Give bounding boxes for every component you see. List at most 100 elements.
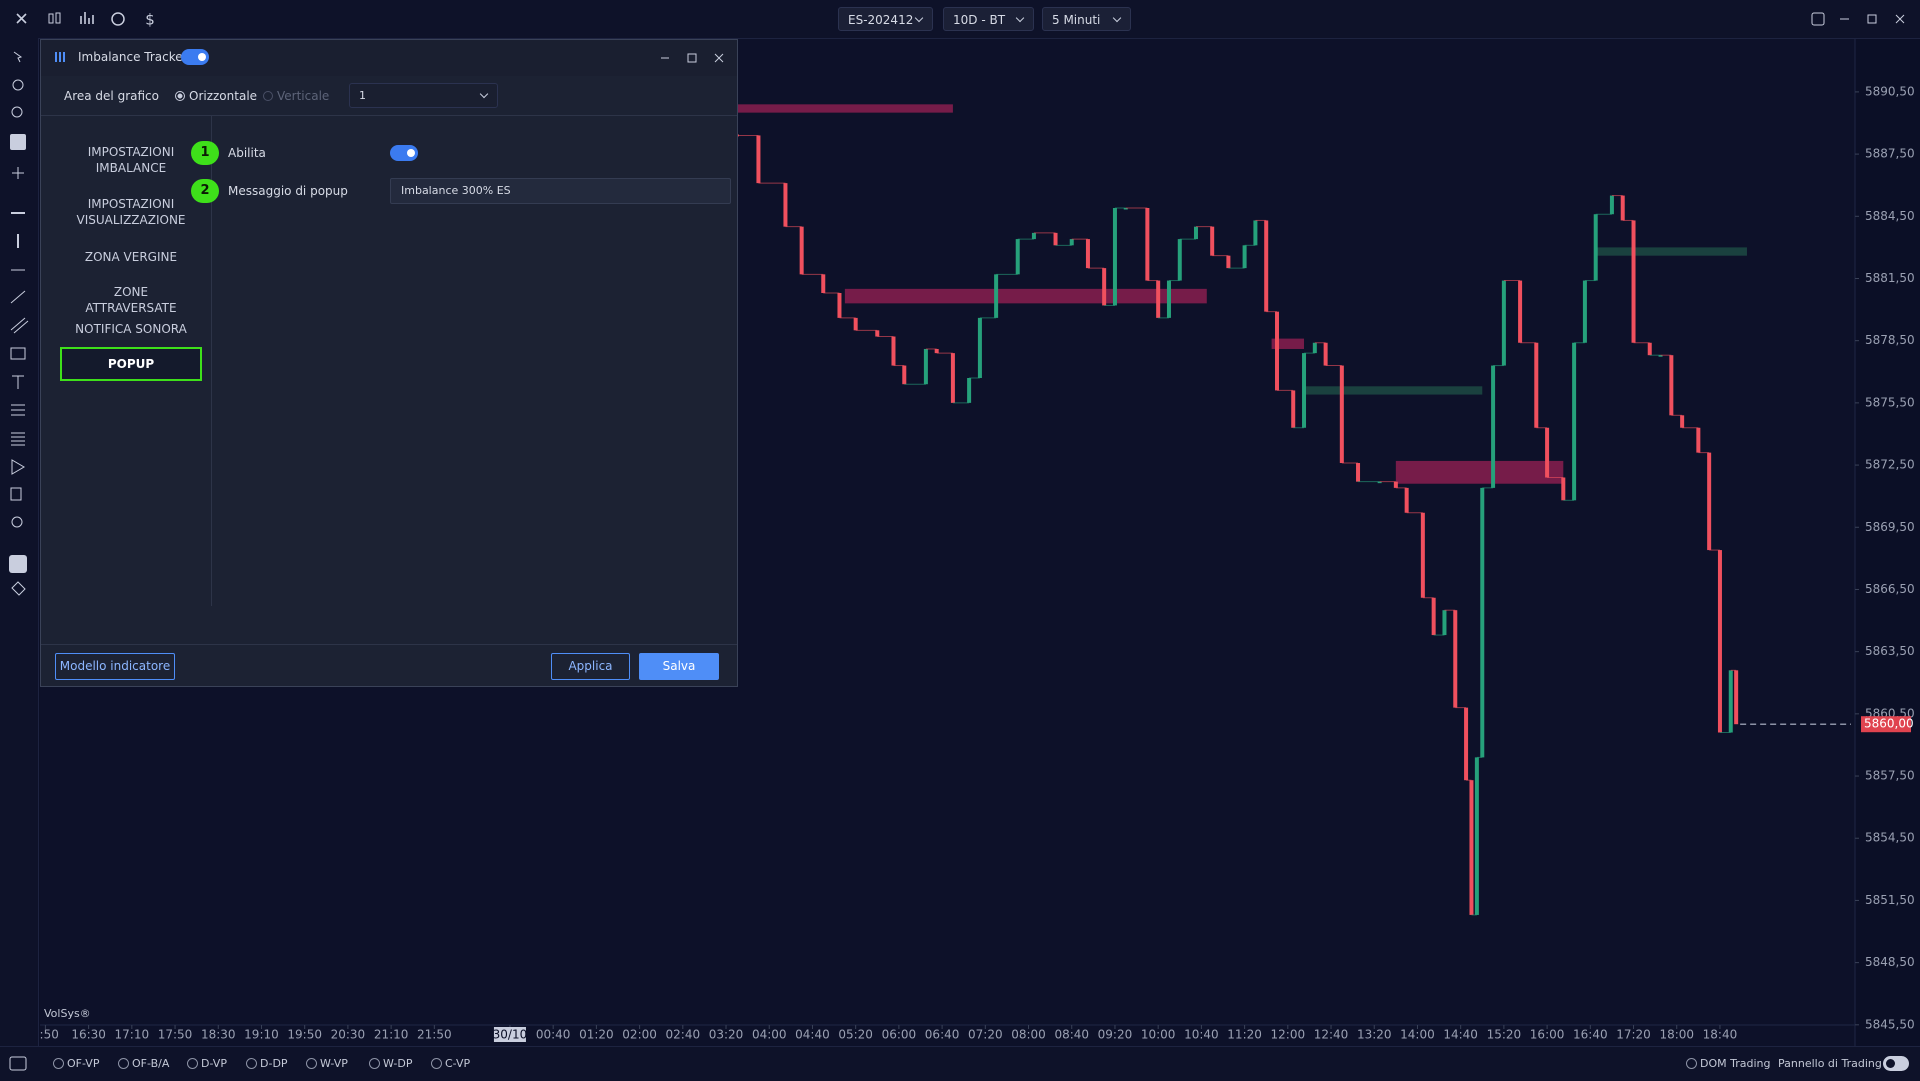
dialog-maximize[interactable]: [687, 53, 697, 63]
menu-item[interactable]: POPUP: [60, 347, 202, 381]
indicator-toggle[interactable]: OF-B/A: [118, 1057, 169, 1070]
x-tick-label: 14:40: [1443, 1028, 1478, 1042]
x-tick-label: 12:00: [1271, 1028, 1306, 1042]
x-tick-label: 08:00: [1011, 1028, 1046, 1042]
candle: [1545, 427, 1550, 478]
x-tick-label: 13:20: [1357, 1028, 1392, 1042]
x-tick-label: 19:50: [287, 1028, 322, 1042]
currency-icon[interactable]: $: [145, 11, 155, 29]
indicator-toggle[interactable]: C-VP: [431, 1057, 470, 1070]
menu-item[interactable]: IMPOSTAZIONI VISUALIZZAZIONE: [76, 197, 186, 227]
candle: [1647, 342, 1652, 356]
indicator-toggle[interactable]: [181, 49, 209, 65]
candle: [1123, 207, 1128, 210]
fib-tool[interactable]: [11, 404, 25, 416]
menu-item[interactable]: ZONA VERGINE: [84, 250, 178, 264]
indicator-toggle[interactable]: D-DP: [246, 1057, 288, 1070]
x-tick-label: 21:50: [417, 1028, 452, 1042]
candle: [1102, 268, 1107, 306]
candle: [1031, 232, 1036, 240]
alert-tool[interactable]: [11, 516, 23, 528]
crosshair-tool[interactable]: [10, 134, 26, 150]
range-select[interactable]: 10D - BT: [943, 7, 1034, 31]
candle: [756, 135, 761, 184]
field-label: Messaggio di popup: [228, 184, 348, 198]
template-tool[interactable]: [10, 487, 22, 501]
trading-panel-toggle[interactable]: [1883, 1056, 1909, 1071]
close-icon[interactable]: [16, 13, 27, 24]
candle: [1631, 220, 1636, 343]
template-button[interactable]: Modello indicatore: [55, 653, 175, 680]
menu-item[interactable]: NOTIFICA SONORA: [75, 322, 187, 336]
close-window-icon[interactable]: [1895, 14, 1905, 24]
maximize-icon[interactable]: [1867, 14, 1877, 24]
timeframe-select[interactable]: 5 Minuti: [1042, 7, 1131, 31]
dialog-icon: [55, 52, 65, 62]
candle: [1620, 195, 1625, 221]
magnet-tool[interactable]: [12, 167, 24, 179]
candle: [1302, 353, 1307, 428]
candle: [1609, 195, 1614, 215]
candle-icon[interactable]: [55, 12, 61, 24]
pointer-tool[interactable]: [13, 51, 23, 63]
indicator-toggle[interactable]: W-DP: [369, 1057, 413, 1070]
y-tick-label: 5881,50: [1865, 271, 1915, 285]
area-label: Area del grafico: [64, 89, 159, 103]
indicator-toggle[interactable]: D-VP: [187, 1057, 227, 1070]
text-tool[interactable]: [12, 375, 24, 389]
trend-tool[interactable]: [10, 290, 26, 304]
candle-icon[interactable]: [48, 13, 54, 24]
candle: [1145, 207, 1150, 281]
y-tick-label: 5875,50: [1865, 395, 1915, 409]
rect-tool[interactable]: [10, 347, 26, 360]
x-tick-label: 12:40: [1314, 1028, 1349, 1042]
dialog-close[interactable]: [714, 53, 724, 63]
candle: [1734, 670, 1739, 725]
imbalance-zone: [1271, 338, 1305, 349]
channel-tool[interactable]: [10, 317, 29, 334]
candle: [994, 274, 999, 318]
candle: [1210, 226, 1215, 256]
bars-icon[interactable]: [80, 12, 94, 24]
lock-tool[interactable]: [9, 555, 27, 573]
hand-tool[interactable]: [12, 79, 24, 91]
menu-item[interactable]: IMPOSTAZIONI IMBALANCE: [87, 145, 175, 175]
y-tick-label: 5857,50: [1865, 769, 1915, 783]
orientation-radio[interactable]: Orizzontale: [175, 89, 257, 103]
step-badge: 1: [191, 141, 219, 165]
eraser-tool[interactable]: [11, 581, 26, 596]
x-tick-label: 09:20: [1098, 1028, 1133, 1042]
orientation-radio[interactable]: Verticale: [263, 89, 329, 103]
field-input[interactable]: Imbalance 300% ES: [390, 178, 731, 204]
area-select[interactable]: 1: [349, 83, 498, 108]
x-tick-label: 00:40: [536, 1028, 571, 1042]
candle: [1707, 452, 1712, 551]
apply-button[interactable]: Applica: [551, 653, 630, 680]
measure-tool[interactable]: [11, 459, 25, 475]
candle: [1356, 462, 1361, 482]
candle: [1442, 610, 1447, 636]
x-tick-label: 14:00: [1400, 1028, 1435, 1042]
levels-tool[interactable]: [11, 432, 25, 446]
zoom-tool[interactable]: [11, 106, 23, 118]
dom-trading[interactable]: DOM Trading: [1686, 1057, 1770, 1070]
menu-item[interactable]: ZONE ATTRAVERSATE: [85, 285, 177, 315]
save-button[interactable]: Salva: [639, 653, 719, 680]
y-tick-label: 5887,50: [1865, 147, 1915, 161]
indicator-toggle[interactable]: OF-VP: [53, 1057, 99, 1070]
candle: [1015, 239, 1020, 275]
indicator-toggle[interactable]: W-VP: [306, 1057, 348, 1070]
candle: [1085, 239, 1090, 269]
candle: [1696, 427, 1701, 453]
settings-icon[interactable]: [111, 12, 125, 26]
x-tick-label: 04:00: [752, 1028, 787, 1042]
field-toggle[interactable]: [390, 145, 418, 161]
imbalance-zone: [1595, 247, 1747, 256]
layout-icon[interactable]: [1811, 12, 1825, 26]
symbol-select[interactable]: ES-202412: [838, 7, 933, 31]
x-tick-label: 05:20: [838, 1028, 873, 1042]
candle: [1069, 239, 1074, 246]
candle: [1177, 239, 1182, 281]
trading-panel-label: Pannello di Trading: [1778, 1057, 1882, 1070]
